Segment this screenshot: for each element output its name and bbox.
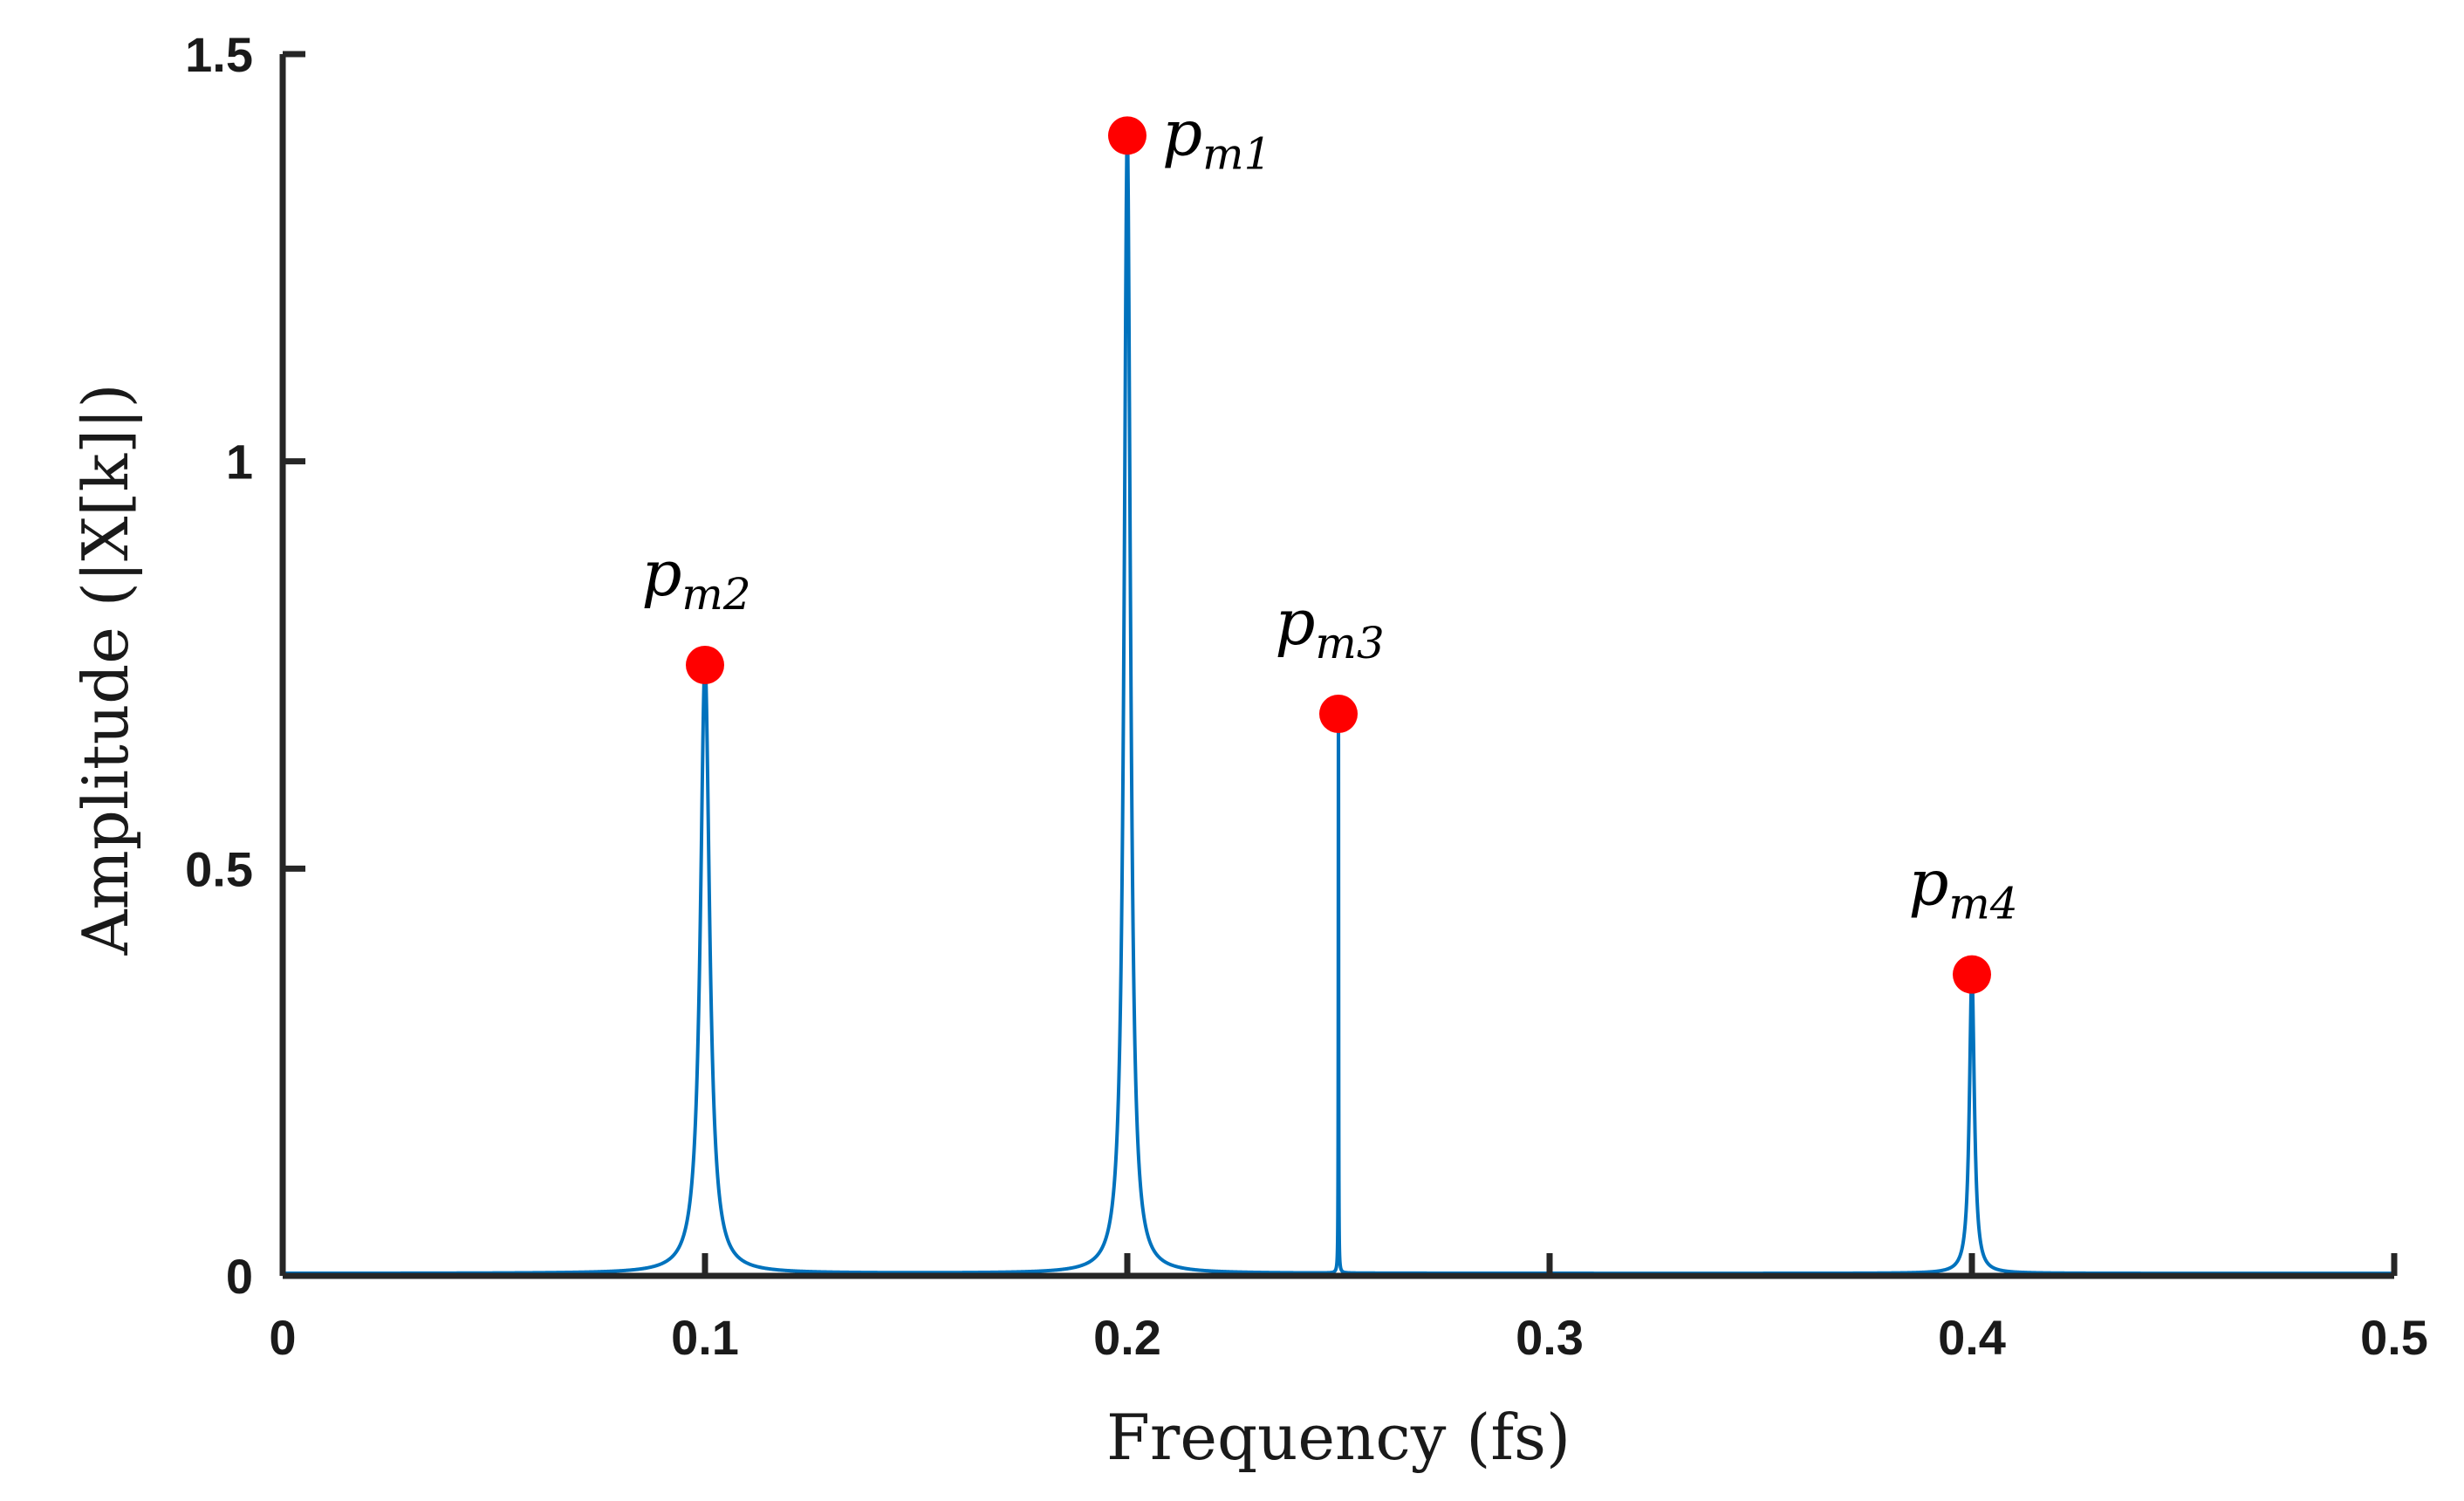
x-axis-title: Frequency (fs) xyxy=(1106,1401,1571,1474)
x-tick-label: 0.1 xyxy=(671,1310,739,1365)
peak-marker-m3 xyxy=(1319,695,1358,733)
peak-markers xyxy=(686,116,1991,994)
plot-area xyxy=(281,131,2396,1276)
peak-annotations: pm1 pm2 pm3 pm4 xyxy=(641,96,2017,929)
y-tick-label: 1.5 xyxy=(185,27,253,82)
peak-label-m4: pm4 xyxy=(1908,846,2017,929)
peak-marker-m2 xyxy=(686,646,724,684)
x-tick-label: 0.5 xyxy=(2360,1310,2428,1365)
y-tick-label: 1 xyxy=(226,435,253,490)
y-tick-label: 0 xyxy=(226,1249,253,1304)
x-axis-ticks: 0 0.1 0.2 0.3 0.4 0.5 xyxy=(269,1253,2428,1365)
peak-marker-m4 xyxy=(1953,955,1991,994)
peak-marker-m1 xyxy=(1108,116,1146,155)
y-tick-label: 0.5 xyxy=(185,841,253,896)
x-tick-label: 0.4 xyxy=(1938,1310,2006,1365)
x-tick-label: 0 xyxy=(269,1310,296,1365)
peak-label-m2: pm2 xyxy=(641,537,750,620)
x-tick-label: 0.2 xyxy=(1093,1310,1161,1365)
y-axis-ticks: 0 0.5 1 1.5 xyxy=(185,27,305,1304)
y-axis-title: Amplitude (|X[k]|) xyxy=(69,383,142,956)
series-line-1 xyxy=(281,131,2396,1276)
axes xyxy=(279,54,2394,1279)
x-tick-label: 0.3 xyxy=(1516,1310,1584,1365)
peak-label-m3: pm3 xyxy=(1275,586,1384,668)
peak-label-m1: pm1 xyxy=(1162,96,1271,179)
